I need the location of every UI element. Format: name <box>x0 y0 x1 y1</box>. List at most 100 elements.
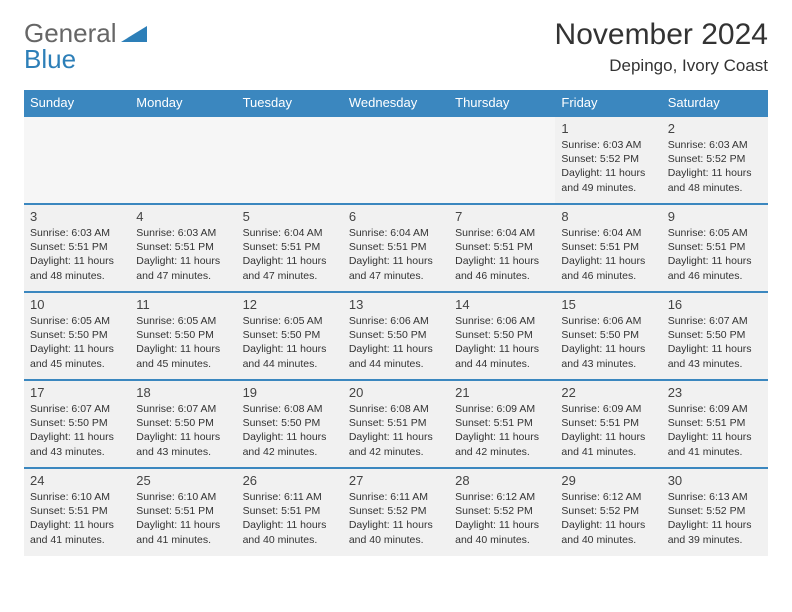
day-cell: 1 Sunrise: 6:03 AMSunset: 5:52 PMDaylight… <box>555 116 661 204</box>
day-number: 29 <box>561 473 655 488</box>
week-row: 24 Sunrise: 6:10 AMSunset: 5:51 PMDayligh… <box>24 468 768 556</box>
day-cell: 3Sunrise: 6:03 AMSunset: 5:51 PMDaylight… <box>24 204 130 292</box>
day-cell: 10 Sunrise: 6:05 AMSunset: 5:50 PMDayligh… <box>24 292 130 380</box>
day-cell: 6 Sunrise: 6:04 AMSunset: 5:51 PMDaylight… <box>343 204 449 292</box>
day-info: Sunrise: 6:06 AMSunset: 5:50 PMDaylight:… <box>561 314 655 371</box>
day-cell: 18Sunrise: 6:07 AMSunset: 5:50 PMDayligh… <box>130 380 236 468</box>
day-info: Sunrise: 6:03 AMSunset: 5:51 PMDaylight:… <box>136 226 230 283</box>
day-info: Sunrise: 6:09 AMSunset: 5:51 PMDaylight:… <box>455 402 549 459</box>
day-cell: 15 Sunrise: 6:06 AMSunset: 5:50 PMDayligh… <box>555 292 661 380</box>
day-info: Sunrise: 6:10 AMSunset: 5:51 PMDaylight:… <box>136 490 230 547</box>
day-info: Sunrise: 6:13 AMSunset: 5:52 PMDaylight:… <box>668 490 762 547</box>
day-number: 1 <box>561 121 655 136</box>
dow-wednesday: Wednesday <box>343 90 449 116</box>
day-cell: 5 Sunrise: 6:04 AMSunset: 5:51 PMDaylight… <box>237 204 343 292</box>
day-number: 2 <box>668 121 762 136</box>
day-cell: 14 Sunrise: 6:06 AMSunset: 5:50 PMDayligh… <box>449 292 555 380</box>
day-info: Sunrise: 6:11 AMSunset: 5:51 PMDaylight:… <box>243 490 337 547</box>
calendar-table: Sunday Monday Tuesday Wednesday Thursday… <box>24 90 768 556</box>
location: Depingo, Ivory Coast <box>555 56 768 76</box>
week-row: 3Sunrise: 6:03 AMSunset: 5:51 PMDaylight… <box>24 204 768 292</box>
week-row: 1 Sunrise: 6:03 AMSunset: 5:52 PMDaylight… <box>24 116 768 204</box>
month-title: November 2024 <box>555 18 768 52</box>
day-number: 27 <box>349 473 443 488</box>
day-info: Sunrise: 6:03 AMSunset: 5:51 PMDaylight:… <box>30 226 124 283</box>
day-cell: 12 Sunrise: 6:05 AMSunset: 5:50 PMDayligh… <box>237 292 343 380</box>
day-number: 17 <box>30 385 124 400</box>
day-info: Sunrise: 6:07 AMSunset: 5:50 PMDaylight:… <box>30 402 124 459</box>
day-cell: 16 Sunrise: 6:07 AMSunset: 5:50 PMDayligh… <box>662 292 768 380</box>
day-cell: 25 Sunrise: 6:10 AMSunset: 5:51 PMDayligh… <box>130 468 236 556</box>
day-cell: 26Sunrise: 6:11 AMSunset: 5:51 PMDayligh… <box>237 468 343 556</box>
day-info: Sunrise: 6:08 AMSunset: 5:51 PMDaylight:… <box>349 402 443 459</box>
day-info: Sunrise: 6:03 AMSunset: 5:52 PMDaylight:… <box>561 138 655 195</box>
day-info: Sunrise: 6:12 AMSunset: 5:52 PMDaylight:… <box>561 490 655 547</box>
day-number: 20 <box>349 385 443 400</box>
day-cell: 21Sunrise: 6:09 AMSunset: 5:51 PMDayligh… <box>449 380 555 468</box>
day-info: Sunrise: 6:08 AMSunset: 5:50 PMDaylight:… <box>243 402 337 459</box>
day-info: Sunrise: 6:04 AMSunset: 5:51 PMDaylight:… <box>349 226 443 283</box>
day-cell <box>130 116 236 204</box>
day-number: 13 <box>349 297 443 312</box>
day-info: Sunrise: 6:04 AMSunset: 5:51 PMDaylight:… <box>455 226 549 283</box>
day-cell <box>24 116 130 204</box>
day-number: 6 <box>349 209 443 224</box>
title-block: November 2024 Depingo, Ivory Coast <box>555 18 768 76</box>
day-cell: 11Sunrise: 6:05 AMSunset: 5:50 PMDayligh… <box>130 292 236 380</box>
day-cell: 20 Sunrise: 6:08 AMSunset: 5:51 PMDayligh… <box>343 380 449 468</box>
day-info: Sunrise: 6:09 AMSunset: 5:51 PMDaylight:… <box>668 402 762 459</box>
day-cell: 27 Sunrise: 6:11 AMSunset: 5:52 PMDayligh… <box>343 468 449 556</box>
day-number: 15 <box>561 297 655 312</box>
logo-text-blue: Blue <box>24 44 76 75</box>
day-info: Sunrise: 6:06 AMSunset: 5:50 PMDaylight:… <box>455 314 549 371</box>
day-info: Sunrise: 6:06 AMSunset: 5:50 PMDaylight:… <box>349 314 443 371</box>
day-number: 5 <box>243 209 337 224</box>
dow-sunday: Sunday <box>24 90 130 116</box>
day-number: 7 <box>455 209 549 224</box>
day-cell <box>237 116 343 204</box>
day-info: Sunrise: 6:05 AMSunset: 5:50 PMDaylight:… <box>30 314 124 371</box>
day-cell: 30Sunrise: 6:13 AMSunset: 5:52 PMDayligh… <box>662 468 768 556</box>
logo-triangle-icon <box>121 18 147 49</box>
day-cell: 13 Sunrise: 6:06 AMSunset: 5:50 PMDayligh… <box>343 292 449 380</box>
day-cell: 28 Sunrise: 6:12 AMSunset: 5:52 PMDayligh… <box>449 468 555 556</box>
dow-tuesday: Tuesday <box>237 90 343 116</box>
day-number: 25 <box>136 473 230 488</box>
day-cell: 23 Sunrise: 6:09 AMSunset: 5:51 PMDayligh… <box>662 380 768 468</box>
calendar-body: 1 Sunrise: 6:03 AMSunset: 5:52 PMDaylight… <box>24 116 768 556</box>
day-cell: 7 Sunrise: 6:04 AMSunset: 5:51 PMDaylight… <box>449 204 555 292</box>
day-number: 14 <box>455 297 549 312</box>
week-row: 10 Sunrise: 6:05 AMSunset: 5:50 PMDayligh… <box>24 292 768 380</box>
day-info: Sunrise: 6:05 AMSunset: 5:51 PMDaylight:… <box>668 226 762 283</box>
day-cell: 24 Sunrise: 6:10 AMSunset: 5:51 PMDayligh… <box>24 468 130 556</box>
day-number: 16 <box>668 297 762 312</box>
day-number: 28 <box>455 473 549 488</box>
header: General November 2024 Depingo, Ivory Coa… <box>24 18 768 76</box>
dow-saturday: Saturday <box>662 90 768 116</box>
day-number: 9 <box>668 209 762 224</box>
day-number: 12 <box>243 297 337 312</box>
day-info: Sunrise: 6:11 AMSunset: 5:52 PMDaylight:… <box>349 490 443 547</box>
day-info: Sunrise: 6:05 AMSunset: 5:50 PMDaylight:… <box>136 314 230 371</box>
day-cell: 8Sunrise: 6:04 AMSunset: 5:51 PMDaylight… <box>555 204 661 292</box>
day-number: 23 <box>668 385 762 400</box>
day-number: 18 <box>136 385 230 400</box>
day-number: 8 <box>561 209 655 224</box>
dow-header-row: Sunday Monday Tuesday Wednesday Thursday… <box>24 90 768 116</box>
day-info: Sunrise: 6:07 AMSunset: 5:50 PMDaylight:… <box>668 314 762 371</box>
day-cell: 17 Sunrise: 6:07 AMSunset: 5:50 PMDayligh… <box>24 380 130 468</box>
day-cell: 2Sunrise: 6:03 AMSunset: 5:52 PMDaylight… <box>662 116 768 204</box>
day-number: 4 <box>136 209 230 224</box>
dow-friday: Friday <box>555 90 661 116</box>
day-info: Sunrise: 6:05 AMSunset: 5:50 PMDaylight:… <box>243 314 337 371</box>
day-info: Sunrise: 6:10 AMSunset: 5:51 PMDaylight:… <box>30 490 124 547</box>
day-info: Sunrise: 6:04 AMSunset: 5:51 PMDaylight:… <box>243 226 337 283</box>
day-info: Sunrise: 6:12 AMSunset: 5:52 PMDaylight:… <box>455 490 549 547</box>
day-number: 24 <box>30 473 124 488</box>
day-cell: 9 Sunrise: 6:05 AMSunset: 5:51 PMDaylight… <box>662 204 768 292</box>
day-info: Sunrise: 6:09 AMSunset: 5:51 PMDaylight:… <box>561 402 655 459</box>
day-number: 10 <box>30 297 124 312</box>
day-cell <box>449 116 555 204</box>
day-cell <box>343 116 449 204</box>
dow-thursday: Thursday <box>449 90 555 116</box>
